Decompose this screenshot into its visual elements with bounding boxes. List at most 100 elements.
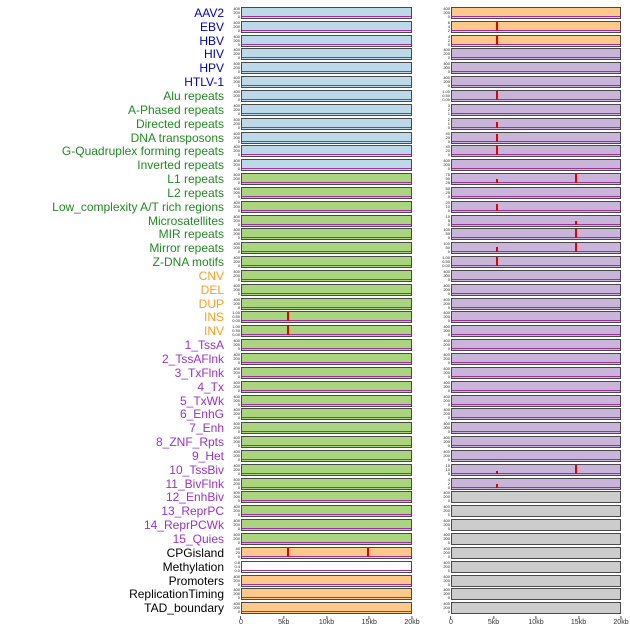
y-tick-label: 400 — [443, 519, 450, 524]
y-tick-label: 0 — [447, 526, 450, 532]
right-track-panel — [451, 34, 621, 47]
signal-baseline — [242, 126, 411, 128]
y-tick-label: 200 — [233, 342, 240, 348]
left-y-axis: 400 200 0 — [227, 270, 241, 282]
track-label: Microsatellites — [147, 213, 224, 228]
right-track-panel — [451, 297, 621, 310]
left-y-axis: 400 200 0 — [227, 104, 241, 116]
right-y-axis: 400 200 0 — [437, 298, 451, 310]
left-y-axis: 400 200 0 — [227, 381, 241, 393]
right-track-panel — [451, 131, 621, 144]
y-tick-label: 400 — [233, 408, 240, 413]
y-tick-label: 0 — [447, 249, 450, 255]
track-label: EBV — [199, 19, 224, 34]
y-tick-label: 400 — [233, 159, 240, 164]
left-track-panel — [241, 34, 412, 47]
track-label: TAD_boundary — [144, 601, 224, 616]
track-label: Directed repeats — [135, 116, 224, 131]
track-label: AAV2 — [194, 5, 224, 20]
y-tick-label: 0.0 — [234, 567, 240, 573]
signal-spike — [495, 91, 498, 100]
signal-baseline — [452, 472, 620, 474]
right-track-panel — [451, 505, 621, 518]
y-tick-label: 40 — [235, 546, 240, 551]
y-tick-label: 0 — [447, 360, 450, 366]
left-y-axis: 400 200 0 — [227, 35, 241, 47]
signal-spike — [495, 133, 498, 142]
left-y-axis: 400 200 0 — [227, 505, 241, 517]
left-track-panel — [241, 214, 412, 227]
signal-spike — [575, 243, 578, 253]
right-track-panel — [451, 366, 621, 379]
left-track-panel — [241, 366, 412, 379]
y-tick-label: 75 — [445, 173, 450, 178]
y-tick-label: 25 — [445, 189, 450, 195]
y-tick-label: 400 — [233, 145, 240, 150]
signal-baseline — [452, 140, 620, 142]
left-y-axis: 1.00 0.50 0.00 — [227, 311, 241, 323]
signal-spike — [575, 221, 578, 225]
right-track-panel — [451, 491, 621, 504]
right-track-panel — [451, 519, 621, 532]
left-y-axis: 400 200 0 — [227, 436, 241, 448]
left-track-panel — [241, 200, 412, 213]
left-y-axis: 400 200 0 — [227, 215, 241, 227]
left-y-axis: 400 200 0 — [227, 90, 241, 102]
y-tick-label: 200 — [233, 286, 240, 292]
left-track-panel — [241, 228, 412, 241]
left-track-panel — [241, 103, 412, 116]
y-tick-label: 200 — [233, 535, 240, 541]
left-track-panel — [241, 394, 412, 407]
y-tick-label: 400 — [443, 325, 450, 330]
y-tick-label: 0.50 — [232, 328, 240, 334]
track-row: 12_EnhBiv 400 200 0 400 200 0 — [0, 491, 630, 505]
y-tick-label: 0 — [447, 498, 450, 504]
y-tick-label: 0 — [447, 124, 450, 130]
y-tick-label: 2 — [447, 27, 450, 33]
left-y-axis: 400 200 0 — [227, 395, 241, 407]
y-tick-label: 400 — [233, 62, 240, 67]
x-tick-label: 10kb — [319, 616, 334, 627]
y-tick-label: 0 — [237, 96, 240, 102]
y-tick-label: 400 — [233, 505, 240, 510]
right-y-axis: 400 200 0 — [437, 395, 451, 407]
y-tick-label: 200 — [443, 425, 450, 431]
track-label: Z-DNA motifs — [152, 255, 224, 270]
right-y-axis: 400 200 0 — [437, 325, 451, 337]
y-tick-label: 100 — [443, 242, 450, 247]
y-tick-label: 4 — [447, 477, 450, 482]
signal-baseline — [452, 29, 620, 31]
signal-baseline — [452, 348, 620, 350]
track-row: L1 repeats 400 200 0 75 50 25 — [0, 172, 630, 186]
track-label: HTLV-1 — [184, 75, 224, 90]
signal-baseline — [242, 431, 411, 433]
y-tick-label: 400 — [233, 519, 240, 524]
left-y-axis: 400 200 0 — [227, 132, 241, 144]
signal-baseline — [452, 154, 620, 156]
signal-baseline — [452, 417, 620, 419]
left-y-axis: 400 200 0 — [227, 339, 241, 351]
y-tick-label: 200 — [443, 162, 450, 168]
y-tick-label: 200 — [233, 162, 240, 168]
y-tick-label: 200 — [233, 37, 240, 43]
signal-baseline — [452, 486, 620, 488]
signal-baseline — [452, 389, 620, 391]
y-tick-label: 0 — [237, 415, 240, 421]
signal-baseline — [242, 583, 411, 585]
signal-baseline — [242, 514, 411, 516]
y-tick-label: 200 — [233, 452, 240, 458]
y-tick-label: 400 — [443, 422, 450, 427]
signal-baseline — [452, 195, 620, 197]
signal-baseline — [242, 57, 411, 59]
track-label: 2_TssAFlnk — [161, 352, 224, 367]
y-tick-label: 400 — [233, 76, 240, 81]
y-tick-label: 200 — [443, 452, 450, 458]
right-track-panel — [451, 602, 621, 615]
right-y-axis: 400 200 0 — [437, 602, 451, 614]
y-tick-label: 0 — [447, 484, 450, 490]
left-track-panel — [241, 602, 412, 615]
signal-baseline — [242, 251, 411, 253]
y-tick-label: 0 — [447, 318, 450, 324]
y-tick-label: 0 — [447, 207, 450, 213]
